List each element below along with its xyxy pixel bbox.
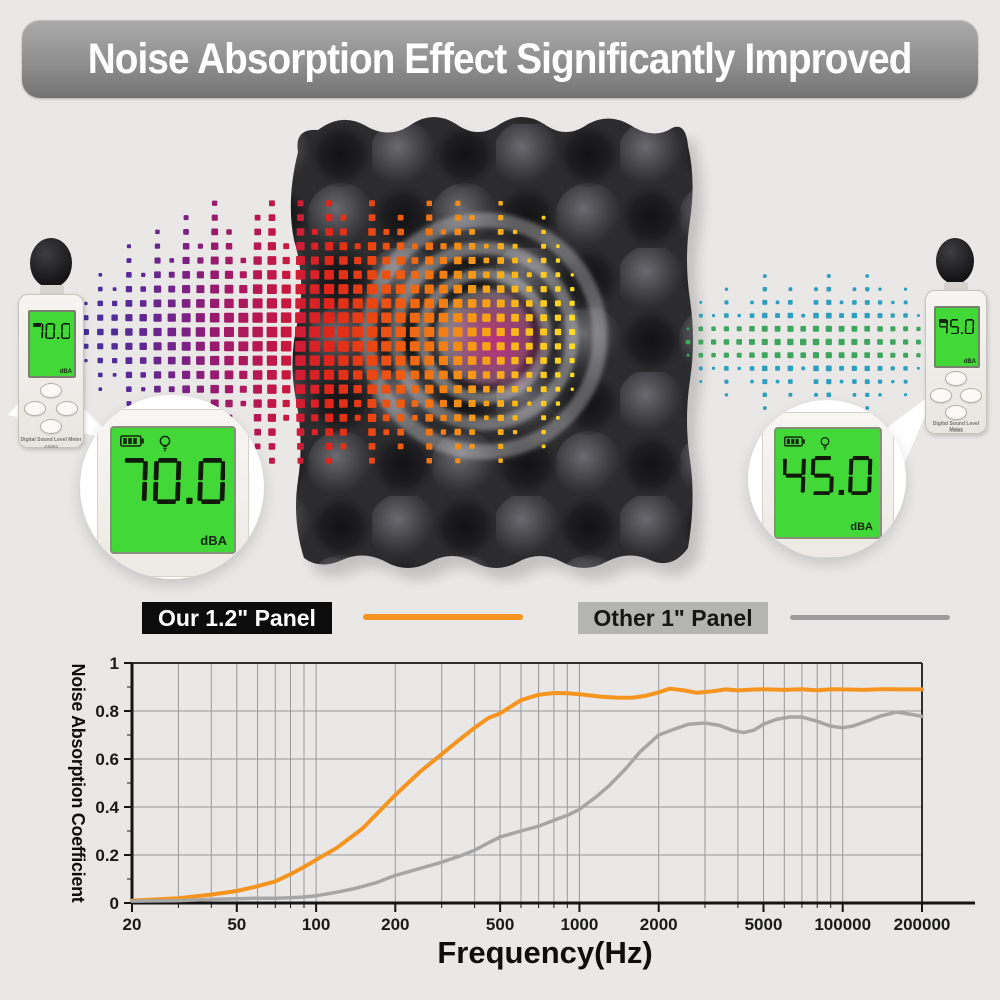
svg-text:20: 20 — [123, 915, 142, 934]
device-label: Digital Sound Level Meter — [20, 437, 82, 443]
ripple-rings — [360, 212, 608, 460]
svg-text:Frequency(Hz): Frequency(Hz) — [437, 935, 652, 970]
lcd-reading-70 — [124, 458, 226, 505]
svg-text:100000: 100000 — [814, 915, 871, 934]
legend-our-panel-label: Our 1.2" Panel — [142, 602, 332, 634]
title-banner: Noise Absorption Effect Significantly Im… — [22, 20, 978, 98]
svg-text:0.8: 0.8 — [95, 702, 119, 721]
battery-icon — [939, 319, 947, 323]
svg-text:1000: 1000 — [560, 915, 598, 934]
device-label: Digital Sound Level Meter — [932, 421, 980, 433]
svg-text:0.4: 0.4 — [95, 798, 119, 817]
magnified-reading-right: dBA — [748, 400, 906, 558]
svg-text:1: 1 — [110, 654, 119, 673]
battery-icon — [120, 435, 144, 447]
device-model: AS004 — [44, 444, 58, 449]
power-button — [40, 383, 62, 398]
svg-text:0.6: 0.6 — [95, 750, 119, 769]
sound-wave-right-icon — [685, 274, 934, 410]
banner-title: Noise Absorption Effect Significantly Im… — [88, 34, 913, 83]
svg-text:2000: 2000 — [640, 915, 678, 934]
max-button — [960, 388, 982, 403]
svg-text:200000: 200000 — [894, 915, 951, 934]
sound-level-meter-right: dBA Digital Sound Level Meter AS004 — [920, 238, 990, 436]
microphone-windscreen-icon — [30, 238, 72, 288]
lcd-unit: dBA — [59, 369, 72, 375]
magnified-lcd: dBA — [774, 427, 882, 539]
svg-text:0: 0 — [110, 894, 119, 913]
svg-text:50: 50 — [227, 915, 246, 934]
meter-lcd: dBA — [934, 306, 980, 368]
min-button — [24, 401, 46, 416]
svg-text:100: 100 — [302, 915, 330, 934]
microphone-windscreen-icon — [936, 238, 974, 284]
legend-other-panel-label: Other 1" Panel — [578, 602, 768, 634]
backlight-bulb-icon — [159, 435, 171, 452]
backlight-bulb-icon — [820, 436, 830, 450]
absorption-chart: 20 50 100 200 500 1000 2000 5000 100000 200000 0 0.… — [68, 654, 975, 970]
microphone-stem — [944, 282, 968, 293]
lcd-reading — [34, 323, 71, 340]
min-button — [930, 388, 952, 403]
device-model: AS004 — [949, 428, 963, 433]
magnified-reading-left: dBA — [80, 395, 264, 579]
meter-lcd: dBA — [28, 310, 76, 378]
svg-text:Noise Absorption Coefficient: Noise Absorption Coefficient — [68, 664, 88, 903]
legend-other-panel-line — [790, 615, 950, 620]
foam-surface — [290, 117, 693, 568]
lcd-bezel: dBA — [97, 409, 249, 577]
svg-text:0.2: 0.2 — [95, 846, 119, 865]
power-button — [945, 371, 967, 386]
meter-body: dBA Digital Sound Level Meter AS004 — [18, 294, 84, 449]
battery-icon — [33, 323, 41, 327]
lcd-unit: dBA — [850, 521, 873, 533]
svg-text:5000: 5000 — [745, 915, 783, 934]
legend-our-panel-line — [363, 614, 523, 620]
lcd-unit: dBA — [963, 359, 976, 365]
hold-button — [945, 405, 967, 420]
sound-impact-glow — [442, 287, 552, 397]
lcd-unit: dBA — [200, 533, 227, 548]
lcd-reading-45 — [783, 456, 873, 496]
svg-text:500: 500 — [486, 915, 514, 934]
sound-level-meter-left: dBA Digital Sound Level Meter AS004 — [16, 238, 88, 450]
microphone-stem — [40, 285, 64, 296]
lcd-reading — [939, 319, 975, 335]
battery-icon — [784, 436, 805, 447]
lcd-bezel: dBA — [762, 412, 894, 558]
magnified-lcd: dBA — [110, 426, 236, 554]
foam-shadow — [300, 129, 703, 580]
hold-button — [40, 419, 62, 434]
max-button — [56, 401, 78, 416]
svg-text:200: 200 — [381, 915, 409, 934]
meter-body: dBA Digital Sound Level Meter AS004 — [925, 290, 987, 434]
